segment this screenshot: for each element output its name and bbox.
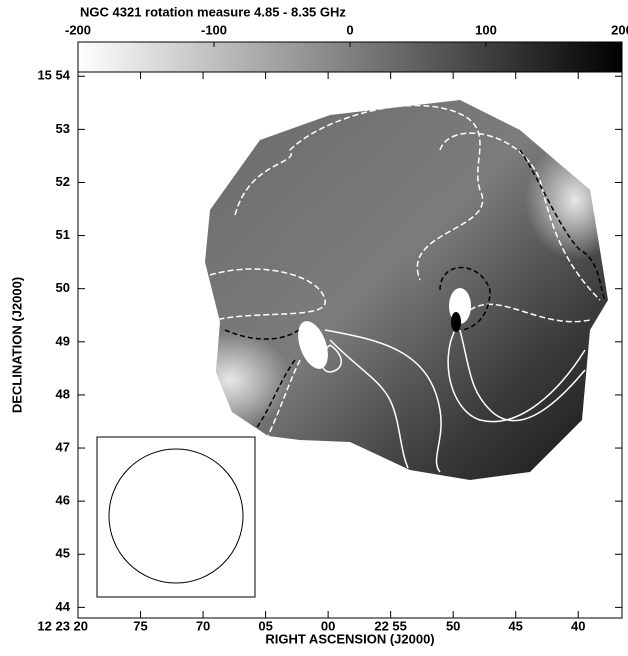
x-tick-label: 40 [571, 618, 585, 633]
rm-image [205, 100, 608, 480]
x-tick-label: 05 [258, 618, 272, 633]
beam [108, 448, 244, 584]
y-tick-label: 48 [56, 386, 70, 401]
y-tick-label: 15 54 [37, 68, 70, 83]
y-tick-label: 47 [56, 439, 70, 454]
x-tick-label: 50 [446, 618, 460, 633]
y-tick-label: 44 [56, 599, 71, 614]
y-tick-label: 53 [56, 121, 70, 136]
colorbar-tick-label: 0 [346, 22, 353, 37]
x-tick-label: 75 [133, 618, 147, 633]
x-tick-label: 22 55 [374, 618, 407, 633]
colorbar-tick-label: 100 [475, 22, 497, 37]
x-tick-label: 12 23 20 [37, 618, 88, 633]
y-axis-label: DECLINATION (J2000) [9, 277, 24, 413]
colorbar-tick-label: 200 [611, 22, 628, 37]
y-tick-label: 52 [56, 174, 70, 189]
y-tick-label: 51 [56, 227, 70, 242]
plot-frame [77, 71, 623, 619]
x-tick-label: 00 [321, 618, 335, 633]
y-tick-label: 45 [56, 546, 70, 561]
y-tick-label: 49 [56, 333, 70, 348]
beam-box [96, 436, 256, 598]
y-tick-label: 50 [56, 280, 70, 295]
x-tick-label: 45 [508, 618, 522, 633]
y-tick-label: 46 [56, 493, 70, 508]
colorbar-tick-label: -100 [201, 22, 227, 37]
x-axis-label: RIGHT ASCENSION (J2000) [265, 631, 434, 646]
x-tick-label: 70 [196, 618, 210, 633]
chart-title: NGC 4321 rotation measure 4.85 - 8.35 GH… [80, 4, 346, 19]
colorbar-tick-label: -200 [65, 22, 91, 37]
